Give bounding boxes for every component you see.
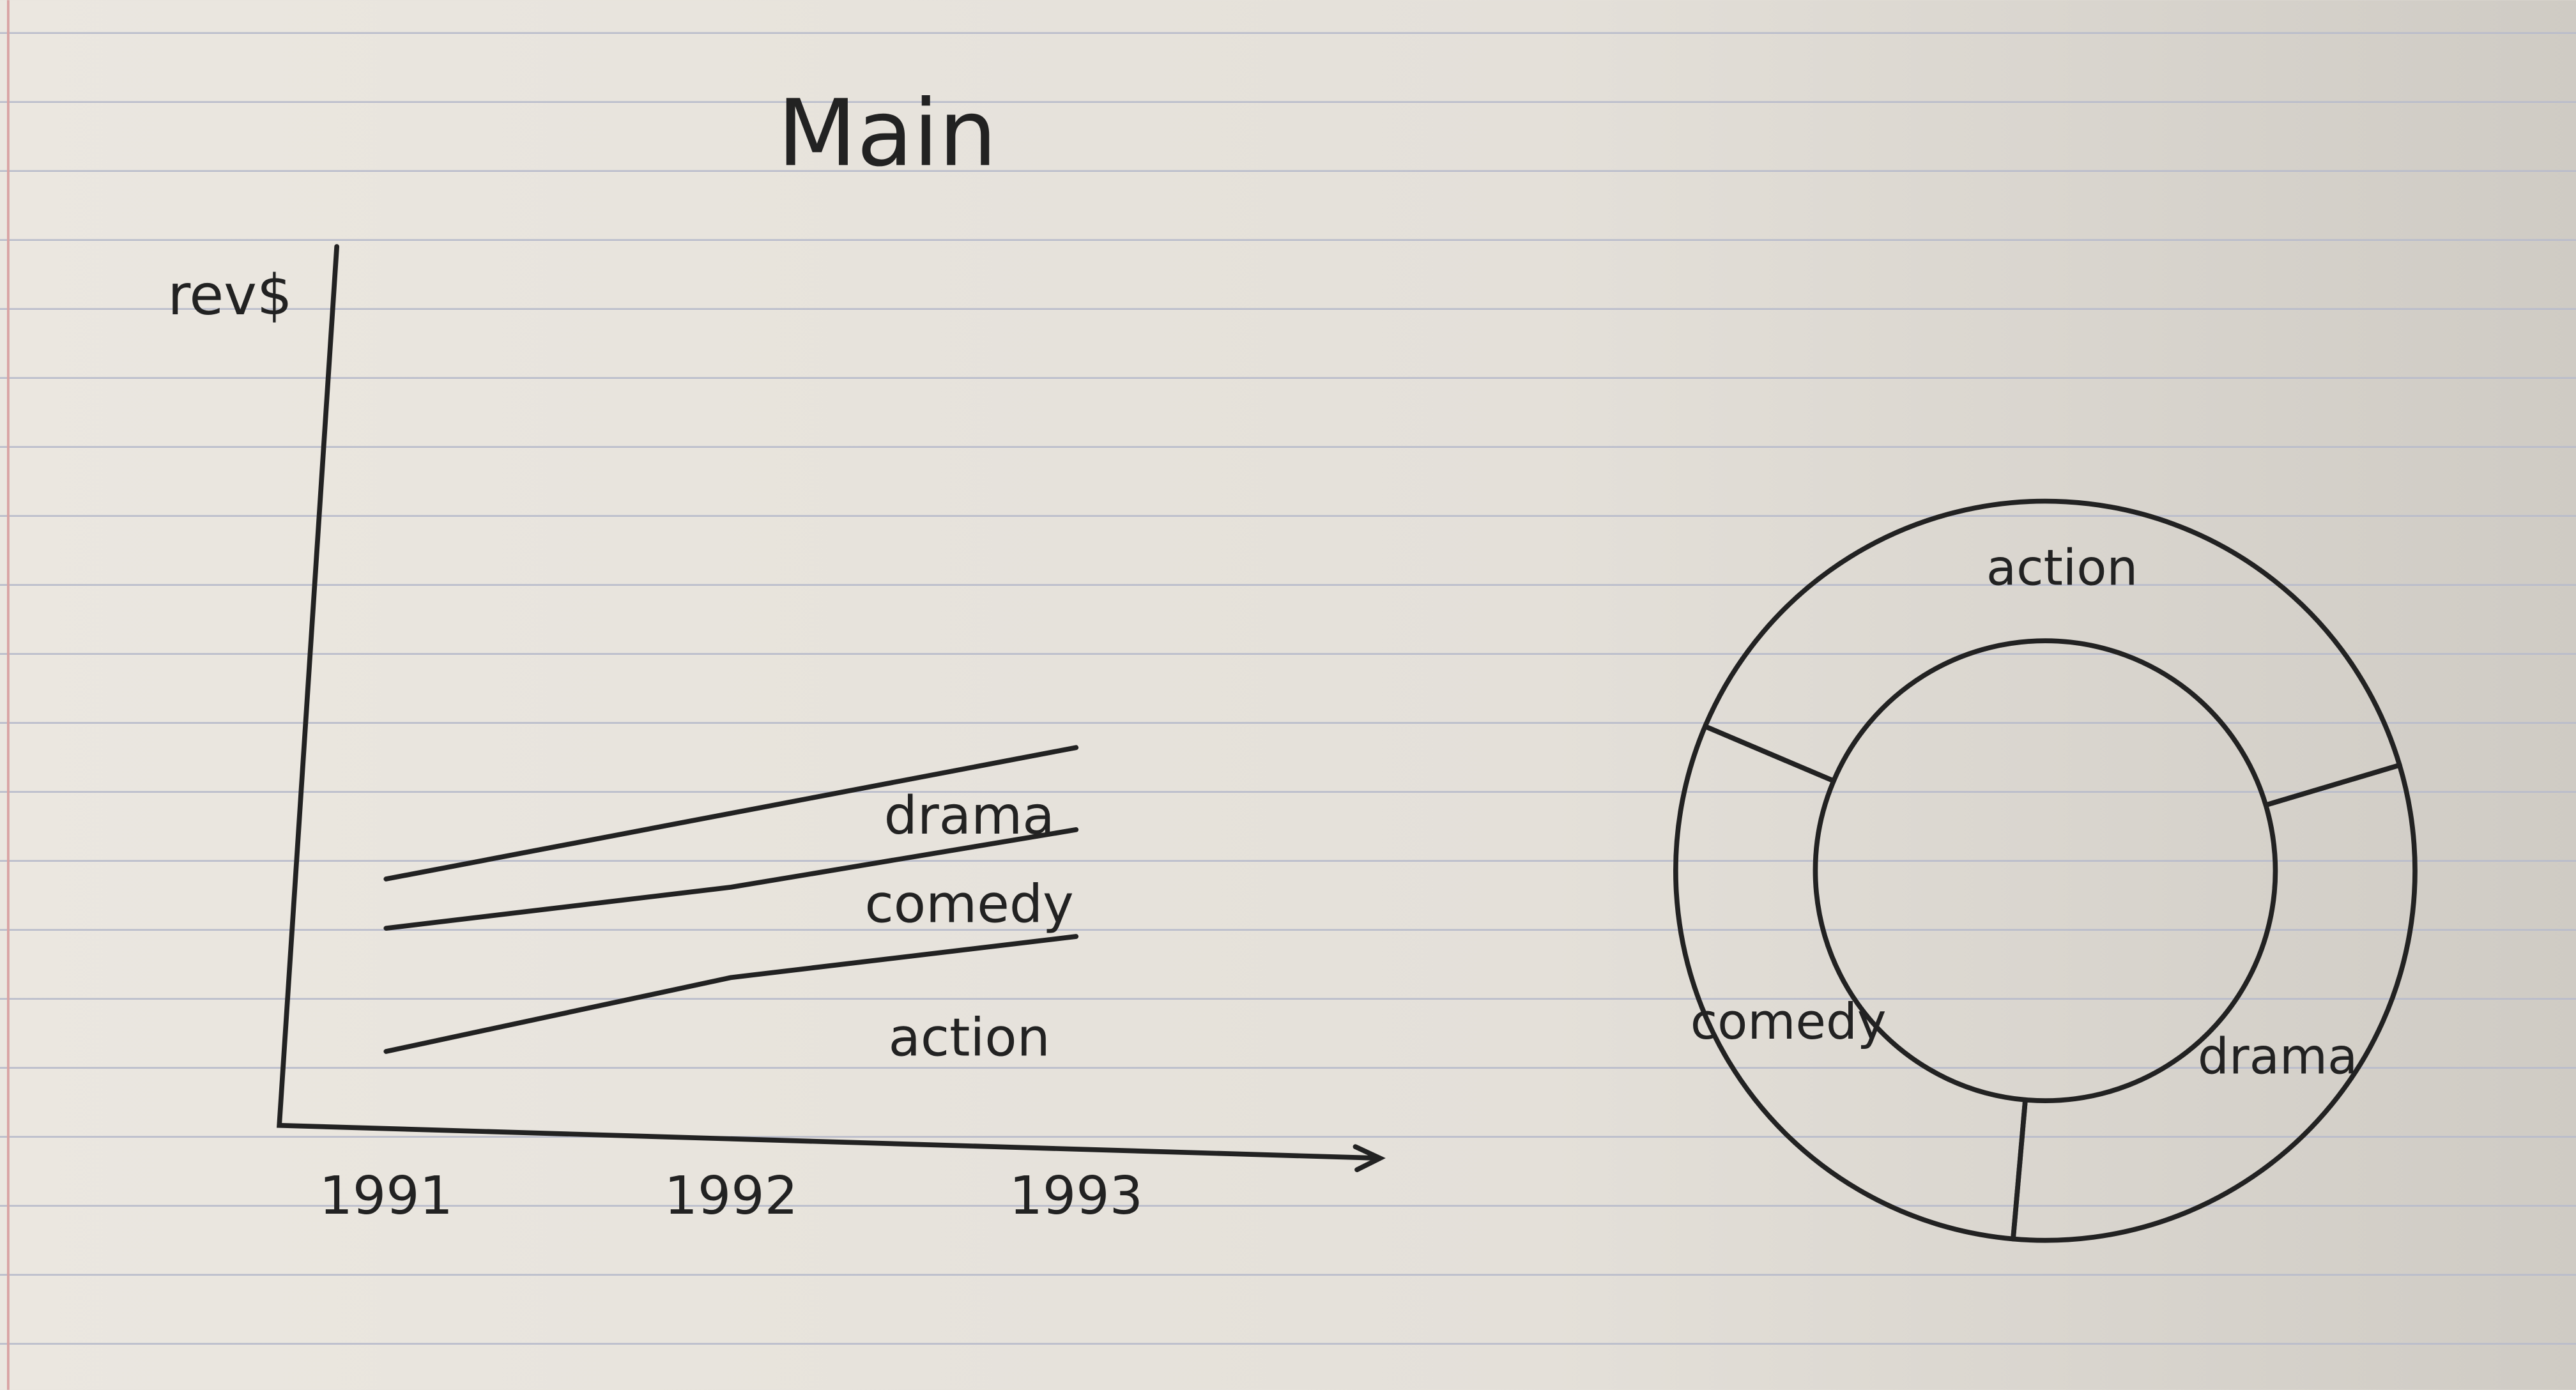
- x-tick-label: 1993: [1009, 1166, 1143, 1226]
- series-line: [383, 934, 1079, 1054]
- segment-label: comedy: [1690, 993, 1887, 1051]
- series-line: [383, 745, 1079, 882]
- segment-label: drama: [2198, 1028, 2358, 1086]
- x-tick-label: 1992: [664, 1166, 798, 1226]
- segment-label: action: [1986, 540, 2138, 597]
- donut-segment: [2011, 762, 2418, 1243]
- series-label: action: [889, 1007, 1050, 1068]
- donut-segment: [1673, 724, 2028, 1242]
- series-label: comedy: [865, 874, 1074, 935]
- series-line: [383, 827, 1079, 931]
- page-title: Main: [778, 79, 997, 187]
- axes: [277, 244, 1386, 1172]
- y-axis-label: rev$: [167, 263, 292, 328]
- x-tick-label: 1991: [319, 1166, 453, 1226]
- donut-segment: [1703, 498, 2402, 808]
- series-label: drama: [884, 786, 1055, 846]
